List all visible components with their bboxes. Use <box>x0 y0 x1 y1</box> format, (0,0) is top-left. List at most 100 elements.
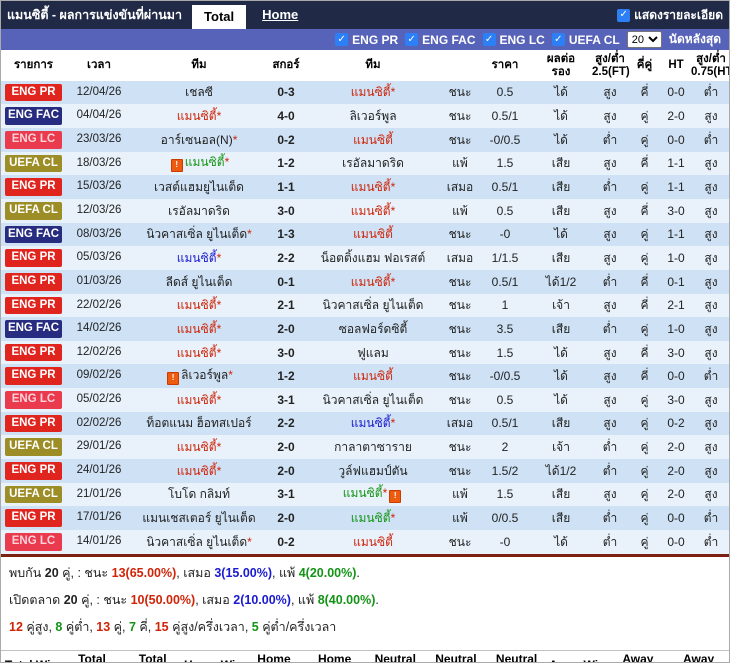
team-name: แมนซิตี้ <box>176 345 217 360</box>
summary-segment: คี่, <box>135 619 155 634</box>
show-details-label: แสดงรายละเอียด <box>634 7 723 22</box>
stats-col-header: Total Win <box>1 650 62 662</box>
home-team-star: * <box>390 85 396 100</box>
table-row: ENG FAC 04/04/26 แมนซิตี้* 4-0 ลิเวอร์พูล ชนะ… <box>1 104 729 129</box>
summary-segment: 10(50.00%) <box>130 592 196 607</box>
summary-segment: . <box>356 565 360 580</box>
handicap-outcome: ได้ <box>554 109 568 124</box>
team-cell: แมนซิตี้ <box>306 364 440 388</box>
handicap-outcome: ได้1/2 <box>545 274 577 289</box>
league-badge: ENG FAC <box>5 320 62 338</box>
results-body: ENG PR 12/04/26 เชลซี 0-3 แมนซิตี้* ชนะ 0.5 ได้… <box>1 80 729 554</box>
league-badge: ENG LC <box>5 131 62 149</box>
odd-even: คู่ <box>640 511 649 526</box>
team-name: แมนซิตี้ <box>342 486 383 501</box>
home-team-star: * <box>247 227 252 242</box>
team-cell: ซอลฟอร์ดซิตี้ <box>306 317 440 341</box>
checked-checkbox-icon[interactable] <box>551 33 565 46</box>
match-date: 08/03/26 <box>76 227 122 240</box>
team-name: เชลซี <box>185 85 213 100</box>
stats-table: Total WinTotal DrawTotal LossHome WinHom… <box>1 649 729 662</box>
tab-home[interactable]: Home <box>262 7 299 22</box>
score: 2-1 <box>277 298 295 313</box>
league-cell: UEFA CL <box>1 483 66 507</box>
summary-segment: 20 <box>44 565 59 580</box>
summary-segment: คู่ต่ำ, <box>62 619 97 634</box>
team-name: นิวคาสเซิ่ล ยูไนเต็ด <box>322 392 424 407</box>
stats-col-header: Home Win <box>182 650 244 662</box>
match-result: ชนะ <box>448 369 472 384</box>
team-cell: ฟูแลม <box>306 341 440 365</box>
summary-segment: 20 <box>63 592 78 607</box>
over-under-ft: ต่ำ <box>602 274 618 289</box>
matches-count-select[interactable]: 20 <box>626 31 662 48</box>
odd-even: คู่ <box>640 180 649 195</box>
over-under-ft: สูง <box>603 227 617 242</box>
summary-segment: คู่ต่ำ/ครึ่งเวลา <box>258 619 337 634</box>
over-under-ht: สูง <box>704 463 718 478</box>
handicap-outcome: เสีย <box>551 511 571 526</box>
team-cell: โบโด กลิมท์ <box>132 483 266 507</box>
match-date: 02/02/26 <box>76 416 122 429</box>
team-cell: แมนซิตี้* <box>306 199 440 223</box>
over-under-ht: สูง <box>704 109 718 124</box>
checked-checkbox-icon[interactable] <box>617 8 631 22</box>
match-result: แพ้ <box>452 156 468 171</box>
team-cell: เชลซี <box>132 81 266 105</box>
summary-segment: 8 <box>55 619 63 634</box>
over-under-ht: ต่ำ <box>703 132 719 147</box>
title-bar: แมนซิตี้ - ผลการแข่งขันที่ผ่านมา Total H… <box>1 1 729 29</box>
home-team-star: * <box>247 534 252 549</box>
summary-segment: 4(20.00%) <box>298 565 357 580</box>
checked-checkbox-icon[interactable] <box>335 33 349 46</box>
team-cell: เรอัลมาดริด <box>306 152 440 176</box>
ht-score: 1-1 <box>667 227 685 242</box>
team-name: แมนซิตี้ <box>350 511 391 526</box>
over-under-ht: สูง <box>704 203 718 218</box>
match-result: ชนะ <box>448 298 472 313</box>
team-name: ฟูแลม <box>357 345 389 360</box>
team-cell: แมนซิตี้* <box>132 459 266 483</box>
team-cell: แมนซิตี้* <box>132 435 266 459</box>
summary-line-3: 12 คู่สูง, 8 คู่ต่ำ, 13 คู่, 7 คี่, 15 ค… <box>9 617 721 637</box>
match-date: 24/01/26 <box>76 464 122 477</box>
odd-even: คี่ <box>640 203 649 218</box>
league-filter-uefa-cl[interactable]: UEFA CL <box>551 33 620 47</box>
handicap-price: 0.5 <box>496 392 514 407</box>
match-date: 09/02/26 <box>76 369 122 382</box>
match-date: 14/02/26 <box>76 322 122 335</box>
over-under-ft: สูง <box>603 85 617 100</box>
match-date: 18/03/26 <box>76 156 122 169</box>
team-name: แมนซิตี้ <box>176 109 217 124</box>
over-under-ht: สูง <box>704 440 718 455</box>
home-team-star: * <box>216 250 222 265</box>
score: 0-2 <box>277 534 295 549</box>
league-badge: ENG PR <box>5 343 62 362</box>
odd-even: คู่ <box>640 534 649 549</box>
tab-total[interactable]: Total <box>192 5 247 29</box>
match-result: ชนะ <box>448 132 472 147</box>
summary-segment: 13 <box>96 619 111 634</box>
team-cell: แมนซิตี้* <box>132 341 266 365</box>
summary-segment: คู่สูง, <box>22 619 56 634</box>
home-team-star: * <box>390 203 396 218</box>
league-filter-eng-fac[interactable]: ENG FAC <box>405 33 476 47</box>
checked-checkbox-icon[interactable] <box>405 33 419 46</box>
team-name: แมนเชสเตอร์ ยูไนเต็ด <box>142 511 256 526</box>
odd-even: คู่ <box>640 487 649 502</box>
home-team-star: * <box>390 274 396 289</box>
league-cell: UEFA CL <box>1 152 66 176</box>
match-result: ชนะ <box>448 227 472 242</box>
score: 2-2 <box>277 416 295 431</box>
handicap-price: 0/0.5 <box>491 511 519 526</box>
league-filter-eng-pr[interactable]: ENG PR <box>335 33 398 47</box>
league-filter-eng-lc[interactable]: ENG LC <box>482 33 545 47</box>
ht-score: 0-0 <box>667 534 685 549</box>
show-details-toggle[interactable]: แสดงรายละเอียด <box>617 6 723 25</box>
team-name: แมนซิตี้ <box>184 155 225 170</box>
handicap-price: 1.5 <box>496 156 514 171</box>
orange-card-icon <box>389 489 402 503</box>
checked-checkbox-icon[interactable] <box>482 33 496 46</box>
league-cell: ENG LC <box>1 128 66 152</box>
score: 2-0 <box>277 511 295 526</box>
